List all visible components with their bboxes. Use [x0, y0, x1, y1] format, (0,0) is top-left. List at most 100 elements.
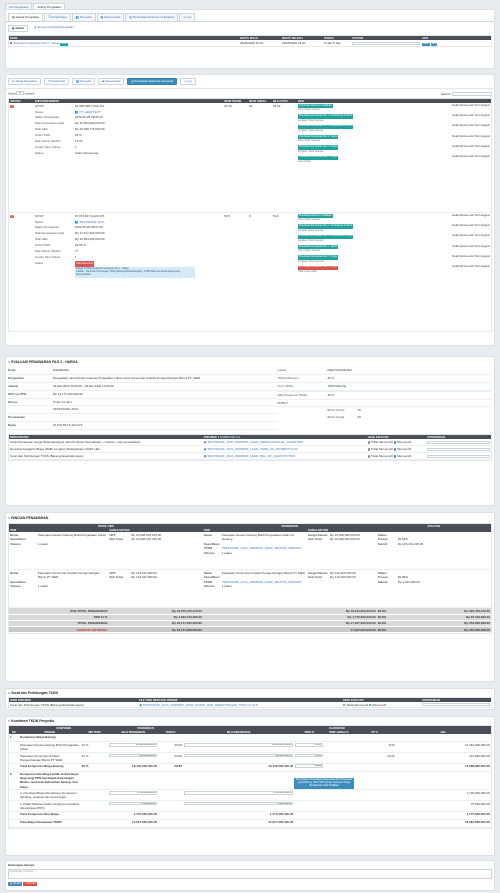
info-tooltip: Menunjukkan Pembuktian Kesesuaian Nilai … [294, 778, 354, 790]
table-row: Nama Pekerjaan Survei dan Analisis Pengem… [9, 570, 491, 609]
total-row: KOREKSI ARITMATIK Rp 16,171,336,066.83 17,… [9, 626, 491, 634]
info-row: TKDN Minimum 20 % [277, 375, 492, 383]
radio-tidak-memenuhi[interactable] [367, 448, 371, 451]
subtab-rencana[interactable]: ▤ Rencana s/dJadwal Pengadaan [30, 24, 77, 33]
radio-tidak-memenuhi[interactable] [367, 455, 371, 458]
keterangan-input[interactable] [422, 702, 490, 707]
tab2-log[interactable]: ◷ Log [180, 78, 196, 86]
info-row: Npwp 97.673.847.6-423.476 [8, 422, 278, 431]
tab-log[interactable]: ◷ Log [179, 13, 196, 21]
step-badge[interactable]: ☑ Evaluasi Dokumen Kualifikasi [297, 214, 333, 219]
step-list: ☑ Evaluasi Dokumen Kualifikasi Lulus (Tel… [297, 213, 491, 331]
tab-detail-paket[interactable]: ☰ Detail Paket [44, 13, 71, 21]
step-badge[interactable]: ☑ Evaluasi Penawaran File 2 : Harga [297, 145, 338, 150]
step-badge[interactable]: ☑ Evaluasi Penawaran File 1 : Administra… [297, 124, 354, 129]
komitmen-input[interactable]: 23.00 [295, 742, 324, 747]
bobot-row: Bobot Teknis 70 [327, 408, 361, 413]
download-all-link[interactable]: ⬇ DOWNLOAD ALL [217, 435, 241, 439]
entries-select[interactable]: 10 [16, 91, 25, 95]
check-icon: ☑ [298, 214, 302, 217]
check-icon: ☑ [298, 125, 302, 128]
step-badge[interactable]: ☑ Evaluasi Penawaran File 1 : Administra… [297, 114, 354, 119]
step-note: Sudah diproses oleh Tomo Anggoro [452, 134, 491, 138]
step-badge[interactable]: ☑ Evaluasi Penawaran File 1 : Administra… [297, 234, 354, 239]
komitmen-input[interactable]: 1,700,000,000.00 [183, 791, 294, 795]
step-badge[interactable]: ☑ Evaluasi Penawaran File 2 : Harga [297, 255, 338, 260]
vendor-name-link[interactable]: 👥 TESTINGNK JAYA [74, 219, 105, 224]
radio-memenuhi[interactable] [393, 455, 397, 458]
step-item: ☑ Evaluasi Penawaran File 2 : Harga Lulus… [297, 155, 491, 163]
tab-pembukaan-dokumen[interactable]: ▥ Pembukaan Dokumen & Evaluasi [125, 13, 179, 21]
step-note: Sudah diproses oleh Tomo Anggoro [452, 124, 491, 128]
tab2-dokumentasi[interactable]: ▣ Dokumentasi [98, 78, 125, 86]
check-icon: ☑ [298, 245, 302, 248]
info-row: HPS inc PPN Rp 16,171,336,066.86 [8, 391, 278, 399]
step-item: ☑ Evaluasi Penawaran File 1 : Administra… [297, 114, 490, 122]
step-item: ☑ Evaluasi Penawaran File 1 : Teknis Lulu… [297, 134, 491, 143]
check-icon: ☑ [298, 156, 302, 159]
komitmen-input[interactable]: 22.00 [295, 753, 324, 758]
info-row: Nilai Preferensi TKDN 30 % [277, 392, 492, 400]
tab-penyedia[interactable]: 👥 Penyedia [71, 13, 96, 21]
komitmen-input[interactable]: 75,620,000.00 [183, 801, 294, 806]
radio-memenuhi[interactable] [393, 448, 397, 451]
tab2-detail[interactable]: ☰ Detail Paket [44, 78, 70, 86]
eval-right-info: Lokasi PIER PASURUAN TKDN Minimum 20 % Form … [277, 367, 492, 430]
radio-memenuhi[interactable] [393, 441, 397, 444]
komitmen-input[interactable]: 142,000,000.00 [183, 753, 294, 758]
document-link[interactable]: ▣ TESTINGNK_JAYA_20200530_12420_TENE_OF_… [203, 447, 298, 452]
step-badge[interactable]: ☑ Evaluasi Penawaran File 1 : Teknis [297, 135, 339, 140]
rab-file-link[interactable]: TESTINGNK_JAYA_20200530_12420_SENTOP_RAB… [221, 546, 302, 551]
tab-list-pengadaan[interactable]: List Pengadaan [5, 3, 33, 11]
komitmen-input[interactable]: 16,000,000,000.00 [183, 742, 294, 747]
rele-button[interactable]: Rele [422, 42, 430, 46]
step-badge[interactable]: ☑ Evaluasi Penawaran File 1 : Teknis [297, 245, 339, 250]
step-badge[interactable]: ☑ Evaluasi Penawaran File 1 : Administra… [297, 224, 354, 229]
document-link[interactable]: ▣ TESTINGNK_JAYA_20200530_12420_SENDGUNA… [203, 440, 304, 445]
tkdn-file-link[interactable]: ▣ TESTINGNK_JAYA_20200530_12420_SURAT_DA… [139, 702, 258, 707]
step-badge[interactable]: ☑ Evaluasi Penawaran File 2 : Harga [297, 155, 338, 160]
tab-jadwal-pengadaan[interactable]: ▤ Jadwal Pengadaan [8, 13, 44, 21]
step-note: Sudah diproses oleh Tomo Anggoro [452, 155, 491, 159]
kembali-button[interactable]: ↩ Kembali [23, 881, 38, 886]
vendor-name-link[interactable]: 👥 PT. GRAFTEXT [74, 109, 101, 114]
document-link[interactable]: ▣ TESTINGNK_JAYA_20200530_12420_BILL_OF_… [203, 454, 296, 459]
step-status: Lengkap (Telah Selesai) [297, 118, 324, 122]
komitmen-input[interactable]: 142,000,000.00 [109, 753, 158, 758]
keterangan-input[interactable] [427, 454, 490, 459]
step-item: ☑ Evaluasi Dokumen Kualifikasi Lulus (Tel… [297, 214, 490, 222]
step-badge[interactable]: ☑ Evaluasi Dokumen Kualifikasi [297, 104, 333, 109]
keterangan-input[interactable] [427, 440, 490, 445]
tab2-penyedia[interactable]: 👥 Penyedia [72, 78, 96, 86]
step-status: Lengkap (Telah Selesai) [297, 228, 324, 232]
rab-file-link[interactable]: TESTINGNK_JAYA_20200530_12420_SENTOP_RAB… [221, 579, 302, 584]
keterangan-textarea[interactable]: Keterangan penunjang [8, 869, 492, 879]
simpan-button[interactable]: 💾 Simpan [8, 881, 23, 886]
eval-table-header: URUTAN SUPPLIER/VENDOR SKOR TEKNIS SKOR … [9, 98, 491, 104]
schedule-name[interactable]: Evaluasi Penawaran File 2 : Harga [13, 41, 60, 46]
calendar-icon: ▤ [12, 26, 16, 30]
table-row: Rencana Anggaran Biaya (RAB) Lengkap (Re… [9, 446, 491, 454]
check-icon: ☑ [298, 135, 302, 138]
table-row: Surat dan Perhitungan TKDN (Barang/Jasa/… [9, 453, 491, 461]
komitmen-input[interactable]: 16,000,000,000.00 [109, 742, 158, 747]
radio-tidak-memenuhi[interactable] [367, 441, 371, 444]
check-icon: ☑ [298, 115, 302, 118]
step-badge[interactable]: ☑ Evaluasi Penawaran File 2 : Harga [297, 265, 338, 270]
subtab-jadwal[interactable]: ▤ Jadwal [8, 24, 28, 33]
info-row: Jadwal 29 Mei 2020 10:00:00 - 29 Mei 2020… [8, 383, 278, 391]
users-icon: 👥 [76, 80, 81, 84]
step-item: ☑ Evaluasi Penawaran File 2 : Harga Tidak… [297, 265, 490, 273]
catatan-input[interactable] [352, 41, 420, 46]
radio-tidak-memenuhi[interactable] [342, 703, 346, 707]
komitmen-input[interactable]: 1,700,000,000.00 [109, 791, 158, 795]
keterangan-input[interactable] [427, 447, 490, 452]
tab2-pembukaan[interactable]: ▥ Pembukaan Dokumen & Evaluasi [127, 78, 178, 86]
komitmen-input[interactable]: 75,620,000.00 [109, 801, 158, 806]
tab-dokumentasi[interactable]: ▣ Dokumentasi [96, 13, 125, 21]
log-button[interactable]: Log [430, 42, 438, 46]
tab2-jadwal[interactable]: ▤ Jadwal Pengadaan [8, 78, 42, 86]
search-input[interactable] [452, 92, 492, 96]
komitmen-input[interactable]: 28.83 [295, 764, 324, 768]
tab-setting-pengadaan[interactable]: Setting Pengadaan [33, 3, 66, 11]
